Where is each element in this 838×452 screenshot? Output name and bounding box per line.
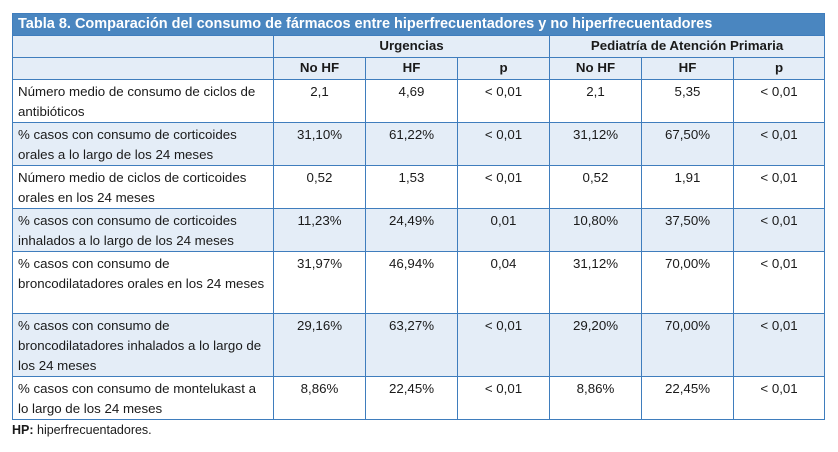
table-title: Tabla 8. Comparación del consumo de fárm… [11,13,826,36]
data-table: Tabla 8. Comparación del consumo de fárm… [11,13,826,420]
table-row: % casos con consumo de corticoides inhal… [12,208,826,252]
table-cell: < 0,01 [457,376,550,420]
table-cell: 0,04 [457,251,550,314]
table-cell: 11,23% [273,208,366,252]
table-row: % casos con consumo de broncodilatadores… [12,313,826,377]
table-cell: 1,91 [641,165,734,209]
title-text: Comparación del consumo de fármacos entr… [70,16,713,32]
table-cell: 8,86% [273,376,366,420]
table-cell: 24,49% [365,208,458,252]
column-header: No HF [549,57,642,80]
table-cell: 70,00% [641,251,734,314]
table-cell: 67,50% [641,122,734,166]
table-cell: < 0,01 [732,165,826,209]
table-cell: < 0,01 [457,79,550,123]
row-label: % casos con consumo de montelukast a lo … [12,376,274,420]
row-label: Número medio de ciclos de corticoides or… [12,165,274,209]
table-cell: 61,22% [365,122,458,166]
table-cell: 31,97% [273,251,366,314]
table-cell: < 0,01 [732,208,826,252]
column-header: p [732,57,826,80]
table-cell: 2,1 [549,79,642,123]
table-row: % casos con consumo de broncodilatadores… [12,251,826,314]
table-cell: 0,01 [457,208,550,252]
table-cell: 2,1 [273,79,366,123]
table-cell: 37,50% [641,208,734,252]
table-cell: 4,69 [365,79,458,123]
table-cell: < 0,01 [457,313,550,377]
table-cell: 8,86% [549,376,642,420]
table-cell: 31,12% [549,122,642,166]
table-cell: 10,80% [549,208,642,252]
table-cell: 0,52 [273,165,366,209]
table-cell: < 0,01 [732,376,826,420]
title-label: Tabla 8. [18,16,71,32]
column-header: HF [641,57,734,80]
empty-header [12,57,274,80]
footnote: HP: hiperfrecuentadores. [12,423,152,437]
row-label: Número medio de consumo de ciclos de ant… [12,79,274,123]
table-row: % casos con consumo de corticoides orale… [12,122,826,166]
table-cell: < 0,01 [457,122,550,166]
table-cell: 0,52 [549,165,642,209]
row-label: % casos con consumo de broncodilatadores… [12,251,274,314]
row-label: % casos con consumo de broncodilatadores… [12,313,274,377]
table-cell: 31,12% [549,251,642,314]
table-cell: < 0,01 [732,79,826,123]
table-cell: < 0,01 [732,122,826,166]
group-header: Pediatría de Atención Primaria [548,35,826,58]
table-row: Número medio de consumo de ciclos de ant… [12,79,826,123]
row-label: % casos con consumo de corticoides inhal… [12,208,274,252]
table-cell: 29,16% [273,313,366,377]
table-cell: < 0,01 [457,165,550,209]
table-cell: 70,00% [641,313,734,377]
column-header: No HF [273,57,366,80]
table-cell: 46,94% [365,251,458,314]
table-row: Número medio de ciclos de corticoides or… [12,165,826,209]
table-cell: 63,27% [365,313,458,377]
column-header: HF [365,57,458,80]
table-cell: 1,53 [365,165,458,209]
table-cell: 22,45% [641,376,734,420]
footnote-label: HP: [12,423,34,437]
table-row: % casos con consumo de montelukast a lo … [12,376,826,420]
footnote-text: hiperfrecuentadores. [33,423,152,437]
table-cell: < 0,01 [732,251,826,314]
table-cell: 31,10% [273,122,366,166]
empty-header [12,35,274,58]
column-header: p [457,57,550,80]
table-cell: 5,35 [641,79,734,123]
group-header: Urgencias [273,35,550,58]
table-cell: 29,20% [549,313,642,377]
table-cell: < 0,01 [732,313,826,377]
row-label: % casos con consumo de corticoides orale… [12,122,274,166]
table-cell: 22,45% [365,376,458,420]
